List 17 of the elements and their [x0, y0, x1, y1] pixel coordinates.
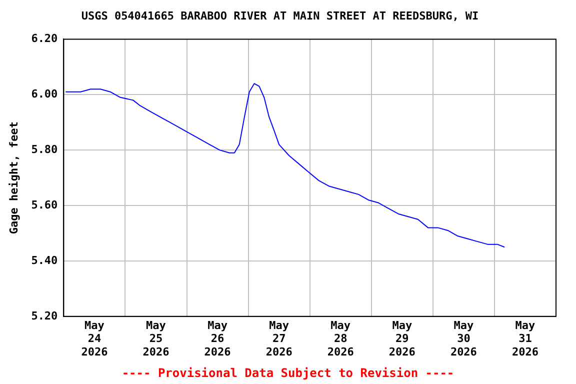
y-tick-label: 6.20	[31, 32, 58, 46]
y-axis-title: Gage height, feet	[7, 122, 20, 234]
chart-title: USGS 054041665 BARABOO RIVER AT MAIN STREET AT REEDSBURG, WI	[81, 9, 479, 22]
y-tick-label: 5.80	[31, 142, 58, 156]
x-tick-label: May 29 2026	[388, 318, 416, 358]
x-tick-label: May 24 2026	[81, 318, 108, 358]
x-tick-label: May 31 2026	[512, 318, 539, 358]
x-tick-label: May 30 2026	[450, 318, 478, 358]
x-tick-label: May 27 2026	[266, 318, 293, 358]
x-tick-label: May 26 2026	[204, 318, 232, 358]
y-tick-label: 5.60	[31, 198, 58, 212]
x-tick-label: May 25 2026	[142, 318, 170, 358]
y-tick-label: 5.40	[31, 254, 58, 267]
text: ---- Provisional Data Subject to Revision ----	[122, 366, 454, 380]
y-tick-label: 5.20	[31, 309, 58, 322]
y-tick-label: 6.00	[31, 88, 58, 100]
x-tick-label: May 28 2026	[327, 318, 354, 358]
